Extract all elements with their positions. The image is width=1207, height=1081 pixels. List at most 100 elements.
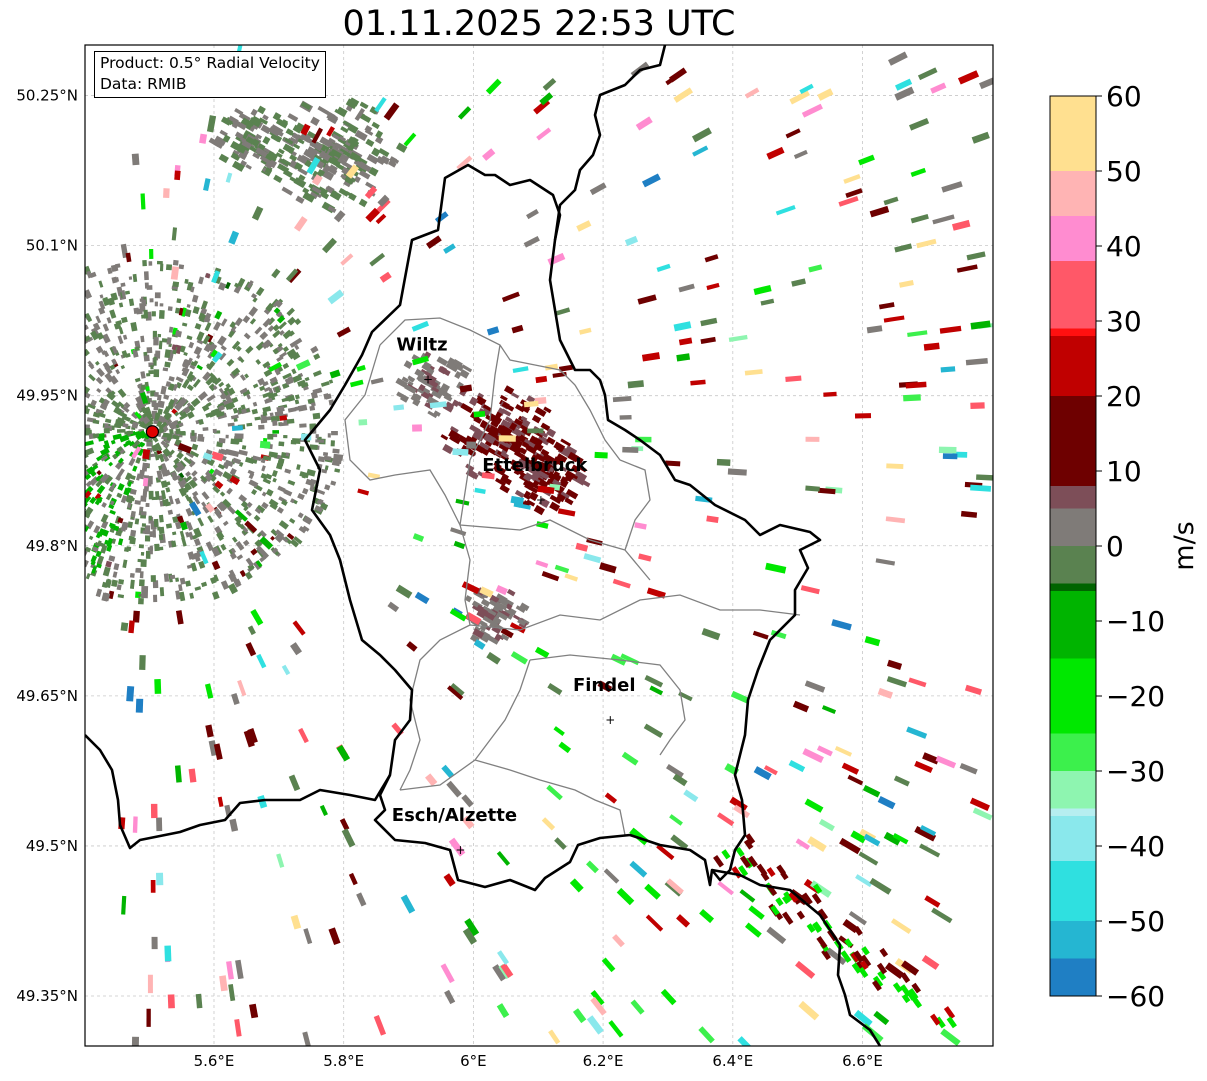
velocity-echo [861, 946, 870, 956]
velocity-echo [184, 494, 191, 502]
velocity-echo [838, 196, 859, 207]
velocity-echo [189, 501, 202, 517]
velocity-echo [328, 927, 341, 946]
velocity-echo [154, 678, 162, 694]
velocity-echo [643, 723, 664, 738]
velocity-echo [115, 263, 121, 269]
velocity-echo [534, 406, 547, 418]
velocity-echo [853, 925, 863, 936]
velocity-echo [268, 498, 279, 508]
velocity-echo [151, 311, 156, 317]
velocity-echo [262, 361, 271, 369]
velocity-echo [301, 472, 307, 479]
velocity-echo [153, 356, 157, 366]
velocity-echo [716, 458, 731, 466]
velocity-echo [480, 598, 491, 608]
velocity-echo [494, 633, 502, 642]
velocity-echo [191, 490, 199, 498]
velocity-echo [766, 926, 787, 945]
velocity-echo [106, 578, 111, 585]
velocity-echo [170, 471, 179, 481]
velocity-echo [152, 580, 159, 589]
velocity-echo [188, 341, 195, 349]
velocity-echo [899, 280, 914, 288]
velocity-echo [322, 451, 329, 457]
velocity-echo [501, 473, 509, 480]
velocity-echo [288, 774, 301, 792]
velocity-echo [641, 352, 661, 362]
velocity-echo [450, 527, 467, 536]
velocity-echo [917, 67, 938, 81]
velocity-echo [184, 309, 192, 318]
velocity-echo [265, 488, 274, 497]
velocity-echo [495, 477, 506, 487]
velocity-echo [377, 194, 390, 207]
velocity-echo [858, 154, 875, 166]
velocity-echo [298, 727, 309, 744]
velocity-echo [233, 284, 242, 294]
velocity-echo [143, 351, 148, 356]
velocity-echo [700, 317, 718, 327]
velocity-echo [331, 461, 340, 467]
velocity-echo [246, 393, 251, 400]
velocity-echo [85, 546, 92, 553]
velocity-echo [979, 74, 993, 90]
velocity-echo [219, 491, 226, 497]
velocity-echo [95, 345, 104, 354]
velocity-echo [176, 451, 184, 460]
velocity-echo [660, 988, 677, 1006]
velocity-echo [95, 475, 102, 482]
velocity-echo [246, 501, 253, 508]
velocity-echo [257, 105, 266, 115]
lat-tick-label: 50.25°N [16, 87, 78, 105]
velocity-echo [616, 887, 635, 906]
velocity-echo [268, 361, 283, 373]
velocity-echo [268, 451, 278, 459]
velocity-echo [567, 451, 580, 463]
velocity-echo [229, 321, 237, 329]
velocity-echo [672, 773, 688, 787]
velocity-echo [101, 592, 110, 602]
velocity-echo [727, 468, 747, 476]
velocity-echo [356, 892, 367, 907]
velocity-echo [168, 326, 174, 333]
velocity-echo [358, 419, 368, 426]
velocity-echo [217, 282, 227, 291]
longitude-axis: 5.6°E 5.8°E 6°E 6.2°E 6.4°E 6.6°E [194, 1052, 883, 1070]
velocity-echo [487, 635, 500, 645]
velocity-echo [879, 947, 889, 958]
velocity-echo [158, 340, 163, 350]
velocity-echo [972, 807, 993, 821]
velocity-echo [281, 186, 294, 196]
velocity-echo [252, 401, 258, 407]
velocity-echo [281, 499, 288, 506]
velocity-echo [228, 984, 236, 1002]
velocity-echo [151, 936, 158, 950]
velocity-echo [444, 989, 456, 1005]
velocity-echo [474, 487, 486, 495]
velocity-echo [89, 496, 97, 505]
velocity-echo [116, 428, 126, 433]
velocity-echo [289, 517, 296, 524]
velocity-echo [244, 520, 258, 533]
velocity-echo [277, 148, 285, 155]
velocity-echo [142, 488, 148, 498]
velocity-echo [307, 398, 315, 404]
velocity-echo [108, 555, 116, 562]
velocity-echo [484, 440, 493, 447]
velocity-echo [326, 111, 336, 121]
velocity-echo [317, 456, 326, 463]
velocity-echo [894, 86, 915, 101]
velocity-echo [850, 830, 867, 844]
velocity-echo [126, 495, 134, 504]
velocity-echo [527, 428, 544, 434]
velocity-echo [356, 364, 366, 372]
velocity-echo [256, 653, 267, 669]
velocity-echo [831, 619, 852, 631]
velocity-echo [424, 351, 432, 358]
velocity-echo [90, 555, 98, 563]
velocity-echo [569, 878, 584, 893]
velocity-echo [319, 136, 333, 148]
velocity-echo [793, 149, 808, 159]
